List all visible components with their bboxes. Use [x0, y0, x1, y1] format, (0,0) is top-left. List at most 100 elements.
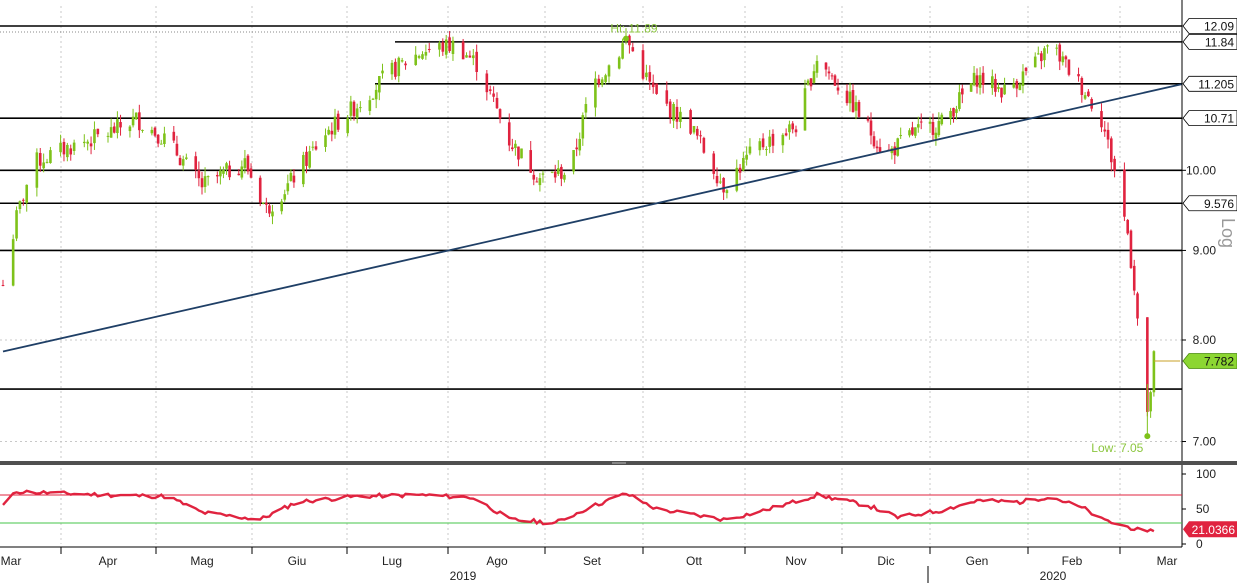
- candle-body: [305, 151, 308, 166]
- candle: [914, 127, 917, 139]
- candle: [488, 85, 492, 95]
- low-marker: [1144, 433, 1151, 440]
- candle: [748, 138, 752, 156]
- candle-body: [722, 177, 725, 193]
- candle: [869, 112, 873, 145]
- candle-body: [119, 122, 122, 128]
- candle: [890, 145, 894, 160]
- candle-body: [735, 167, 739, 191]
- candle: [1152, 350, 1156, 397]
- candle-body: [919, 121, 923, 123]
- candle-body: [468, 55, 472, 58]
- candle: [1012, 78, 1016, 89]
- candle: [679, 106, 682, 129]
- high-label: Hi: 11.89: [610, 22, 657, 36]
- candle-body: [975, 75, 979, 87]
- candle-body: [424, 51, 428, 56]
- candle: [116, 111, 119, 139]
- candle: [836, 78, 840, 95]
- candle: [138, 104, 141, 138]
- candle: [991, 69, 994, 95]
- candle-body: [631, 47, 635, 52]
- candle: [498, 108, 502, 124]
- candle: [607, 64, 611, 83]
- candle: [719, 173, 722, 185]
- candle-body: [498, 109, 502, 119]
- candle: [330, 122, 334, 142]
- candle-body: [952, 108, 955, 117]
- level-tag-box: [1182, 110, 1237, 127]
- candle: [1021, 64, 1025, 94]
- candle-body: [931, 121, 935, 135]
- candle: [438, 40, 441, 57]
- candle-body: [265, 202, 268, 205]
- candle-body: [896, 138, 900, 156]
- candle-body: [655, 83, 658, 94]
- candle-body: [1058, 44, 1062, 62]
- rsi-tick-label: 50: [1196, 502, 1210, 516]
- candle-body: [96, 128, 100, 135]
- candle: [128, 125, 132, 138]
- candle: [934, 127, 938, 146]
- candle-body: [541, 173, 545, 175]
- candle: [1046, 44, 1049, 54]
- candle: [374, 83, 378, 109]
- candle-body: [216, 174, 219, 177]
- candle-body: [604, 75, 607, 83]
- candle: [106, 132, 110, 143]
- y-tick-label: 10.00: [1186, 163, 1216, 177]
- candle: [532, 169, 536, 186]
- candle-body: [82, 141, 86, 144]
- candle: [246, 154, 250, 175]
- rsi-last-tag-box: [1183, 521, 1237, 538]
- candle-body: [824, 62, 828, 70]
- candle: [381, 63, 384, 79]
- candle-body: [1149, 392, 1152, 412]
- x-month-label: Apr: [99, 554, 118, 568]
- candle-body: [679, 111, 682, 122]
- candle: [692, 125, 696, 135]
- candle: [631, 42, 635, 52]
- candle-body: [893, 146, 897, 156]
- candle-body: [514, 143, 517, 149]
- candle: [806, 78, 810, 86]
- candle: [59, 134, 62, 157]
- candle-body: [1080, 78, 1084, 95]
- candle-body: [1061, 56, 1065, 63]
- candle: [600, 77, 604, 88]
- rsi-tick-label: 0: [1196, 537, 1203, 551]
- candle: [641, 44, 645, 81]
- candle-body: [66, 144, 69, 158]
- candle-body: [1087, 91, 1090, 97]
- candle-body: [607, 65, 611, 77]
- candle-body: [352, 101, 356, 117]
- candle-body: [742, 157, 745, 171]
- candle-body: [131, 116, 135, 126]
- x-month-label: Giu: [288, 554, 307, 568]
- candle-body: [794, 129, 798, 133]
- candle-body: [228, 165, 231, 178]
- candle: [175, 135, 179, 157]
- candle-body: [745, 154, 748, 160]
- candle-body: [495, 97, 499, 109]
- candle-body: [1024, 67, 1028, 71]
- candle: [550, 171, 554, 174]
- candle: [872, 131, 876, 149]
- candle-body: [651, 82, 655, 88]
- candle-body: [444, 39, 448, 55]
- candle: [833, 74, 837, 87]
- candle: [788, 120, 791, 140]
- candle: [228, 160, 231, 181]
- candle-body: [465, 55, 468, 58]
- x-month-label: Ago: [486, 554, 508, 568]
- candle-body: [45, 161, 49, 163]
- candle-body: [854, 102, 858, 111]
- candle: [563, 172, 566, 183]
- candle-body: [175, 143, 179, 156]
- candle-body: [1018, 84, 1022, 91]
- candle: [791, 121, 795, 134]
- candle: [119, 114, 122, 136]
- candle: [511, 138, 514, 152]
- candle-body: [327, 129, 330, 135]
- candle: [981, 66, 985, 94]
